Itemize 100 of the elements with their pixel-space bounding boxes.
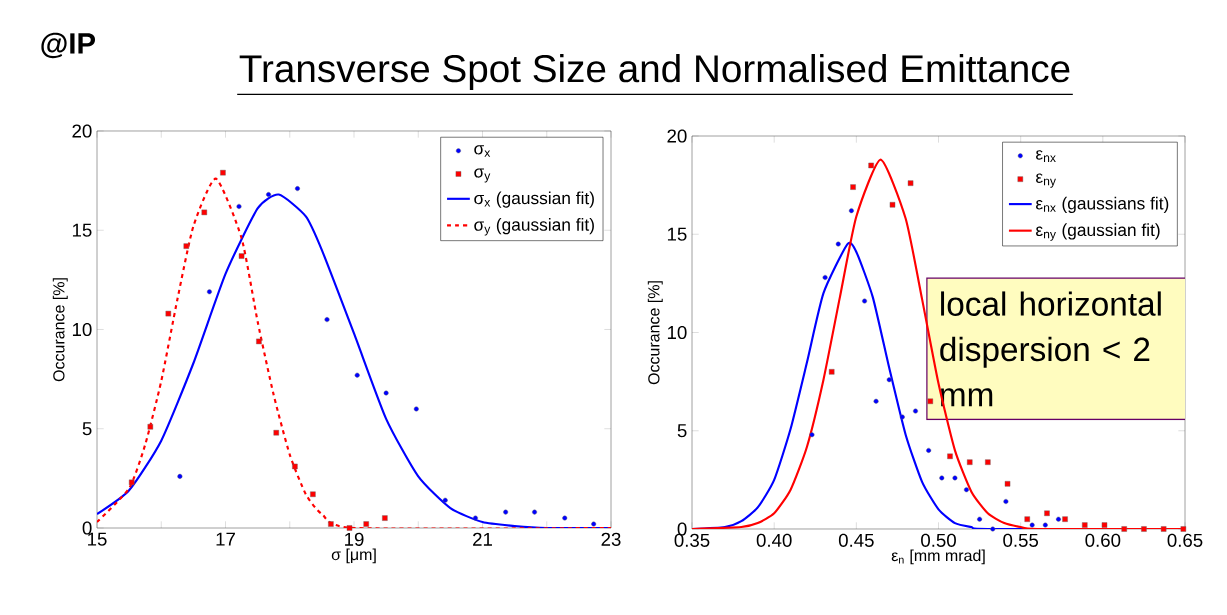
point [310, 491, 316, 497]
point [990, 526, 996, 532]
legend-label: ε$_{nx}$ (gaussians fit) [1036, 196, 1169, 213]
point [220, 169, 226, 176]
point [1160, 526, 1167, 532]
point [266, 192, 272, 197]
point [201, 209, 208, 216]
x-tick-label: 0.55 [1003, 533, 1039, 547]
point [963, 487, 969, 493]
point [927, 398, 934, 405]
chart-title: Transverse Spot Size and Normalised Emittance [239, 53, 1070, 91]
legend-label: ε$_{ny}$ (gaussian fit) [1036, 223, 1160, 241]
point [147, 424, 154, 430]
point [273, 429, 279, 436]
point [413, 406, 419, 412]
y-axis-title: Occurance [%] [647, 281, 663, 385]
point [899, 414, 905, 420]
point [1141, 526, 1147, 532]
x-tick-label: 0.50 [921, 533, 956, 547]
x-axis-title: ε$_{n}$ [mm mrad] [891, 549, 985, 565]
x-tick-label: 0.65 [1167, 533, 1203, 547]
point [1121, 526, 1127, 532]
point [346, 525, 353, 531]
y-tick-label: 10 [667, 325, 687, 340]
legend-label: σ$_{x}$ [474, 145, 491, 157]
point [1029, 522, 1035, 528]
point [1180, 526, 1187, 532]
point [1042, 522, 1048, 528]
y-tick-label: 5 [82, 422, 92, 436]
point [591, 521, 597, 527]
point [886, 377, 892, 383]
point [809, 432, 815, 438]
point [562, 515, 568, 521]
point [295, 186, 300, 192]
point [1044, 510, 1050, 517]
text: @IP [41, 32, 96, 59]
y-tick-label: 15 [667, 227, 687, 241]
point [128, 479, 135, 486]
point [850, 184, 856, 190]
point [1003, 499, 1009, 504]
point [256, 338, 262, 345]
point [236, 203, 242, 209]
x-axis-title: σ [μm] [331, 548, 376, 564]
x-tick-label: 19 [345, 532, 364, 546]
legend-label: σ$_{y}$ (gaussian fit) [474, 218, 594, 236]
point [238, 253, 245, 259]
y-tick-label: 15 [72, 223, 92, 237]
x-tick-label: 0.40 [756, 533, 792, 547]
point [907, 180, 914, 186]
point [926, 447, 932, 453]
legend-label: σ$_{x}$ (gaussian fit) [474, 191, 594, 208]
legend-label: σ$_{y}$ [474, 168, 491, 183]
point [985, 459, 991, 465]
x-tick-label: 0.45 [838, 533, 874, 547]
point [835, 241, 841, 247]
y-tick-label: 20 [667, 129, 687, 143]
point [913, 408, 918, 414]
point [977, 516, 983, 522]
x-tick-label: 21 [473, 532, 492, 546]
point [532, 509, 538, 515]
x-tick-label: 17 [216, 532, 235, 546]
point [939, 475, 945, 481]
legend-label: ε$_{ny}$ [1036, 173, 1056, 188]
point [383, 390, 389, 396]
point [873, 398, 879, 404]
y-axis-title: Occurance [%] [52, 278, 68, 382]
point [177, 473, 183, 479]
point [503, 509, 509, 515]
point [472, 515, 478, 521]
point [1024, 516, 1030, 522]
point [328, 521, 334, 527]
point [889, 202, 896, 208]
point [947, 453, 953, 460]
point [862, 298, 868, 304]
point [165, 310, 172, 317]
point [1004, 481, 1011, 487]
point [1101, 522, 1108, 528]
point [952, 475, 958, 481]
point [206, 289, 212, 295]
point [354, 372, 360, 378]
point [442, 497, 448, 503]
point [183, 243, 190, 249]
y-tick-label: 20 [72, 124, 92, 138]
y-tick-label: 5 [677, 424, 687, 438]
point [828, 369, 835, 375]
point [822, 275, 828, 280]
point [324, 317, 330, 323]
point [848, 208, 854, 214]
x-tick-label: 0.60 [1085, 533, 1121, 547]
point [1056, 516, 1061, 522]
point [1082, 522, 1088, 528]
legend-label: ε$_{nx}$ [1036, 150, 1056, 162]
x-tick-label: 23 [601, 532, 621, 546]
point [967, 459, 973, 465]
point [382, 515, 388, 521]
point [363, 521, 369, 527]
point [1062, 516, 1068, 522]
point [868, 162, 874, 169]
point [292, 463, 298, 470]
y-tick-label: 10 [72, 322, 92, 337]
